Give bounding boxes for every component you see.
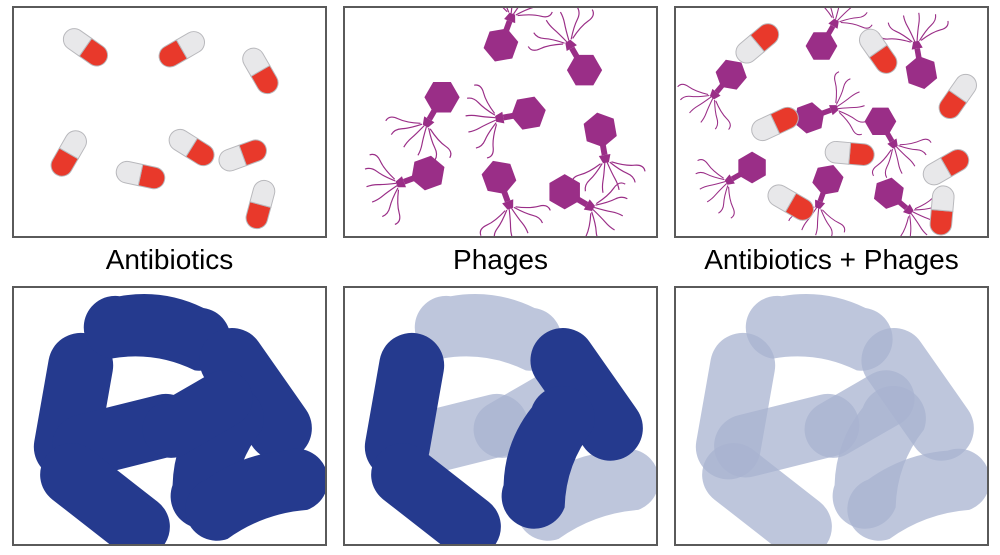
phage-icon: [379, 64, 483, 170]
phage-icon: [783, 67, 873, 154]
phage-icon: [687, 131, 783, 225]
capsule-icon: [165, 125, 218, 169]
panel-phages-bacteria: [343, 286, 658, 546]
panel-combo-agents: [674, 6, 989, 238]
capsule-icon: [216, 137, 270, 174]
panel-antibiotics-agents: [12, 6, 327, 238]
phage-icon: [460, 8, 557, 74]
phage-icon: [357, 132, 457, 229]
label-antibiotics: Antibiotics: [12, 244, 327, 276]
capsule-icon: [929, 185, 955, 236]
panel-combo-bacteria: [674, 286, 989, 546]
capsule-icon: [919, 146, 972, 189]
figure-root: Antibiotics Phages Antibiotics + Phages: [0, 0, 1000, 555]
label-combo: Antibiotics + Phages: [674, 244, 989, 276]
label-phages: Phages: [343, 244, 658, 276]
capsule-icon: [935, 70, 981, 123]
capsule-icon: [244, 178, 278, 231]
phage-icon: [461, 74, 553, 161]
capsule-icon: [47, 127, 90, 180]
capsule-icon: [748, 104, 802, 144]
capsule-icon: [59, 24, 112, 70]
capsule-icon: [824, 141, 875, 167]
capsule-icon: [155, 28, 208, 71]
capsule-icon: [855, 25, 901, 78]
phage-icon: [458, 148, 555, 236]
panel-phages-agents: [343, 6, 658, 238]
capsule-icon: [239, 44, 282, 97]
panel-antibiotics-bacteria: [12, 286, 327, 546]
capsule-icon: [114, 159, 167, 190]
capsule-icon: [732, 19, 784, 67]
phage-icon: [521, 8, 625, 104]
